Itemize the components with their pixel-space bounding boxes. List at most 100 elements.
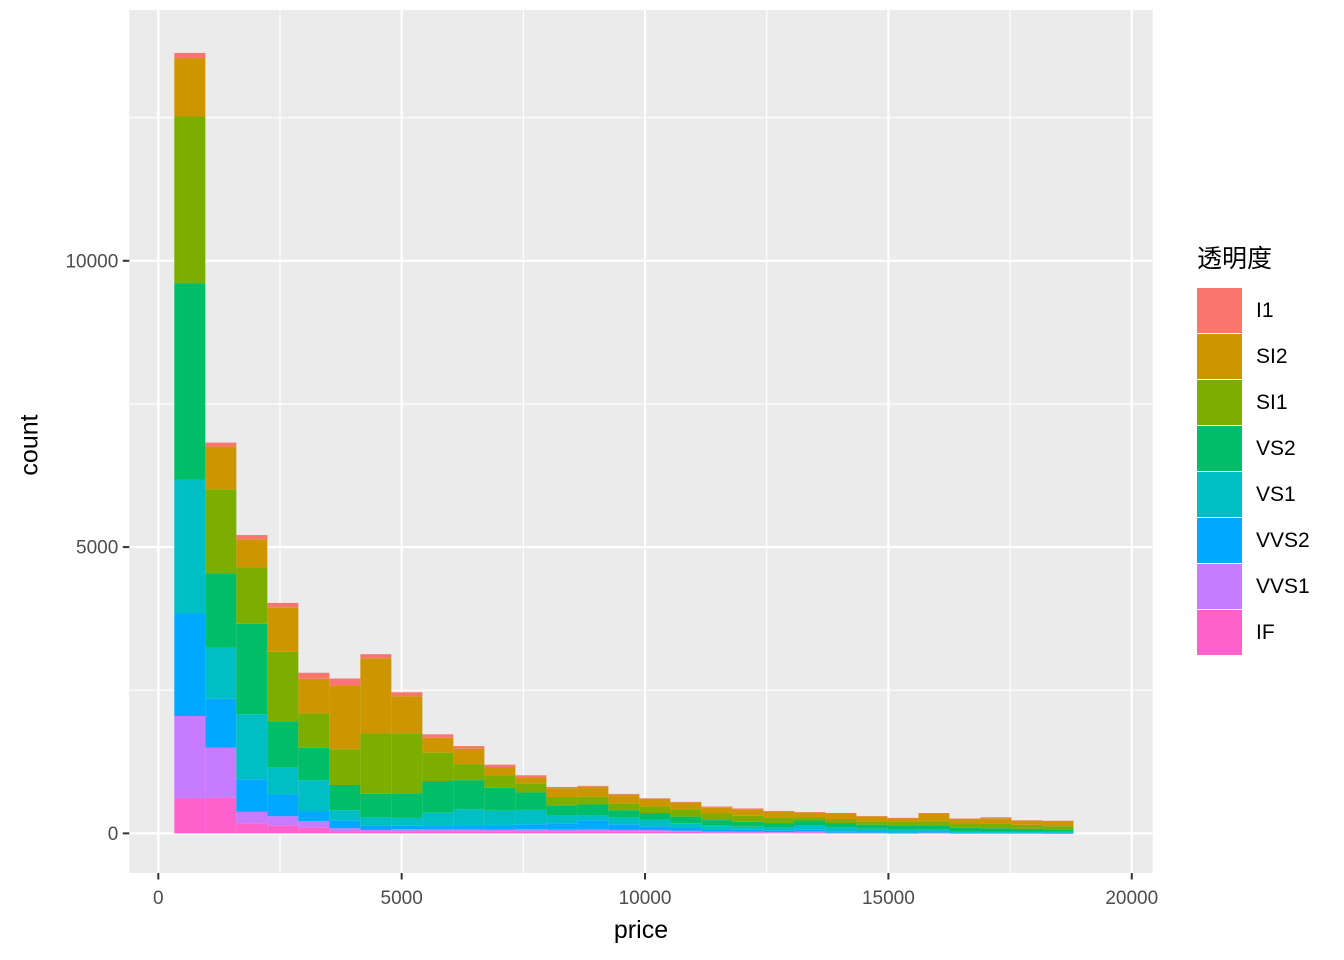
bar-segment-SI1 [1011, 824, 1043, 829]
bar-segment-VVS2 [701, 829, 733, 832]
bar-segment-VS2 [980, 828, 1012, 832]
bar-segment-I1 [825, 812, 857, 814]
legend-item-SI2: SI2 [1197, 334, 1310, 379]
bar-segment-SI2 [1011, 820, 1043, 825]
bar-segment-VS2 [763, 823, 795, 828]
bar-segment-VVS1 [391, 829, 423, 832]
bar-segment-IF [298, 827, 330, 834]
bar-segment-VS1 [949, 831, 981, 833]
bar-segment-SI2 [980, 818, 1012, 824]
legend-title: 透明度 [1197, 245, 1273, 273]
bar-segment-SI2 [422, 737, 454, 753]
bar-segment-VVS1 [608, 829, 640, 832]
bar-segment-SI2 [391, 696, 423, 734]
bar-segment-SI1 [639, 806, 671, 813]
bar-segment-SI1 [329, 749, 361, 785]
bar-segment-VVS2 [391, 825, 423, 830]
bar-segment-VVS2 [1042, 832, 1074, 834]
bar-segment-VS1 [422, 812, 454, 826]
bar-segment-VS2 [360, 793, 392, 818]
bar-segment-I1 [174, 52, 206, 59]
legend-item-SI1: SI1 [1197, 380, 1310, 425]
bar-segment-VVS2 [732, 829, 764, 832]
bar-segment-VS2 [1042, 829, 1074, 832]
bar-segment-SI2 [887, 818, 919, 823]
x-axis-title: price [613, 916, 669, 944]
bar-segment-VVS2 [980, 832, 1012, 834]
bar-segment-VS1 [577, 815, 609, 821]
bar-segment-I1 [1042, 820, 1074, 822]
bar-segment-VS1 [236, 714, 268, 780]
bar-segment-VS1 [298, 780, 330, 812]
legend-swatch-I1 [1197, 288, 1242, 333]
bar-segment-I1 [205, 442, 237, 447]
bar-segment-SI2 [639, 798, 671, 807]
legend-item-VS1: VS1 [1197, 472, 1310, 517]
bar-segment-VS1 [763, 827, 795, 831]
bar-segment-IF [856, 833, 888, 834]
bar-segment-SI1 [949, 823, 981, 828]
bar-segment-SI1 [670, 809, 702, 817]
legend-item-IF: IF [1197, 610, 1310, 655]
legend-items: I1 SI2 SI1 VS2 VS1 VVS2 VVS1 IF [1197, 288, 1310, 655]
bar-segment-SI1 [1042, 826, 1074, 830]
legend-label: I1 [1256, 298, 1274, 322]
bar-segment-VS2 [236, 623, 268, 715]
bar-segment-I1 [298, 672, 330, 679]
bar-segment-VVS2 [856, 832, 888, 833]
bar-segment-SI1 [763, 817, 795, 824]
bar-segment-VS2 [887, 825, 919, 830]
bar-segment-VS2 [515, 792, 547, 810]
bar-segment-IF [205, 797, 237, 834]
bar-segment-VS2 [577, 804, 609, 816]
bar-segment-VVS1 [949, 833, 981, 834]
bar-segment-VVS1 [825, 832, 857, 834]
bar-segment-VS1 [825, 827, 857, 832]
bar-segment-VS1 [484, 810, 516, 826]
bar-segment-VS2 [794, 820, 826, 826]
bar-segment-VS2 [484, 787, 516, 811]
bar-segment-SI1 [918, 821, 950, 826]
bar-segment-VS2 [670, 816, 702, 824]
bar-segment-VS1 [391, 817, 423, 826]
bar-segment-VS2 [391, 793, 423, 818]
bar-segment-VS2 [701, 820, 733, 826]
bar-segment-IF [546, 831, 578, 834]
bar-segment-VVS1 [298, 821, 330, 828]
bar-segment-SI1 [856, 821, 888, 825]
bar-segment-IF [732, 832, 764, 834]
legend-label: SI1 [1256, 390, 1288, 414]
bar-segment-IF [422, 831, 454, 834]
bar-segment-VS1 [453, 809, 485, 826]
bar-segment-VVS2 [205, 698, 237, 748]
bar-segment-SI2 [825, 813, 857, 820]
bar-segment-VVS1 [918, 832, 950, 834]
bar-segment-I1 [546, 786, 578, 789]
bar-segment-VVS2 [639, 826, 671, 831]
bar-segment-SI1 [732, 815, 764, 822]
bar-segment-SI2 [918, 813, 950, 822]
bar-segment-SI2 [174, 58, 206, 117]
bar-segment-VS2 [546, 805, 578, 816]
bar-segment-VVS2 [918, 832, 950, 833]
bar-segment-SI2 [794, 812, 826, 818]
legend: 透明度 I1 SI2 SI1 VS2 VS1 VVS2 VVS1 IF [1197, 239, 1310, 656]
bar-segment-IF [670, 831, 702, 834]
bar-segment-SI1 [825, 819, 857, 824]
legend-swatch-IF [1197, 610, 1242, 655]
bar-segment-I1 [949, 818, 981, 820]
bar-segment-IF [174, 798, 206, 834]
bar-segment-SI2 [453, 748, 485, 765]
bar-segment-SI1 [422, 752, 454, 781]
bar-segment-IF [639, 831, 671, 834]
bar-segment-VVS1 [794, 831, 826, 833]
bar-segment-VVS2 [329, 820, 361, 829]
bar-segment-SI2 [856, 816, 888, 822]
legend-label: VVS1 [1256, 574, 1310, 598]
bar-segment-SI1 [980, 823, 1012, 829]
bar-segment-SI1 [794, 817, 826, 821]
bar-segment-VS1 [1042, 831, 1074, 833]
legend-swatch-SI2 [1197, 334, 1242, 379]
bar-segment-I1 [453, 746, 485, 749]
bar-segment-SI1 [205, 489, 237, 574]
